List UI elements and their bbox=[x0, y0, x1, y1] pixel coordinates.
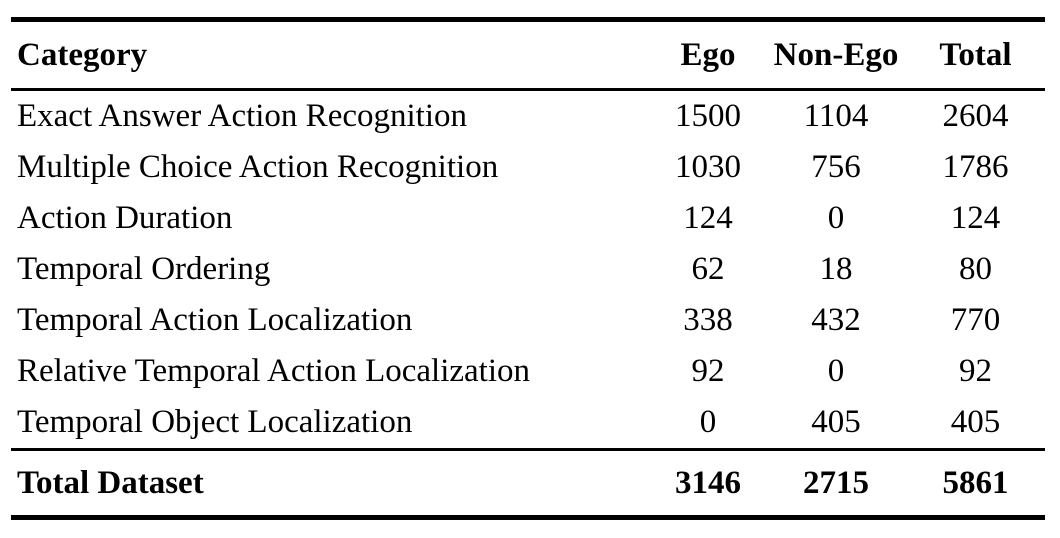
table-row: Exact Answer Action Recognition 1500 110… bbox=[11, 90, 1045, 143]
total-cell: 770 bbox=[950, 302, 1001, 338]
non-ego-cell: 1104 bbox=[803, 98, 869, 134]
ego-cell: 124 bbox=[683, 200, 733, 236]
category-cell: Temporal Ordering bbox=[17, 251, 271, 287]
category-cell: Temporal Action Localization bbox=[17, 302, 413, 338]
total-total-cell: 5861 bbox=[906, 448, 1045, 518]
category-cell: Action Duration bbox=[17, 200, 233, 236]
table-row: Action Duration 124 0 124 bbox=[11, 193, 1045, 244]
ego-cell: 1030 bbox=[675, 149, 741, 185]
column-header-ego: Ego bbox=[650, 19, 766, 91]
non-ego-cell: 18 bbox=[819, 251, 853, 287]
table-row: Multiple Choice Action Recognition 1030 … bbox=[11, 142, 1045, 193]
dataset-statistics-table: Category Ego Non-Ego Total Exact Answer … bbox=[11, 17, 1045, 520]
ego-cell: 62 bbox=[691, 251, 725, 287]
column-header-category: Category bbox=[11, 19, 650, 91]
category-cell: Temporal Object Localization bbox=[17, 404, 413, 440]
column-header-total: Total bbox=[906, 19, 1045, 91]
non-ego-cell: 756 bbox=[811, 149, 861, 185]
total-non-ego-cell: 2715 bbox=[766, 448, 906, 518]
category-cell: Relative Temporal Action Localization bbox=[17, 353, 530, 389]
total-cell: 80 bbox=[959, 251, 992, 287]
total-cell: 92 bbox=[959, 353, 992, 389]
ego-cell: 0 bbox=[699, 404, 717, 440]
non-ego-cell: 405 bbox=[811, 404, 861, 440]
total-ego-cell: 3146 bbox=[650, 448, 766, 518]
category-cell: Multiple Choice Action Recognition bbox=[17, 149, 499, 185]
total-cell: 124 bbox=[950, 200, 1001, 236]
non-ego-cell: 0 bbox=[827, 200, 845, 236]
table-row: Temporal Action Localization 338 432 770 bbox=[11, 295, 1045, 346]
ego-cell: 1500 bbox=[675, 98, 741, 134]
table-total-row: Total Dataset 3146 2715 5861 bbox=[11, 448, 1045, 518]
column-header-non-ego: Non-Ego bbox=[766, 19, 906, 91]
category-cell: Exact Answer Action Recognition bbox=[17, 98, 467, 134]
total-cell: 1786 bbox=[942, 149, 1009, 185]
table-row: Relative Temporal Action Localization 92… bbox=[11, 346, 1045, 397]
table-row: Temporal Object Localization 0 405 405 bbox=[11, 397, 1045, 450]
table-row: Temporal Ordering 62 18 80 bbox=[11, 244, 1045, 295]
total-cell: 405 bbox=[950, 404, 1001, 440]
total-cell: 2604 bbox=[942, 98, 1009, 134]
ego-cell: 338 bbox=[683, 302, 733, 338]
table-header-row: Category Ego Non-Ego Total bbox=[11, 19, 1045, 91]
total-dataset-label: Total Dataset bbox=[11, 448, 650, 518]
non-ego-cell: 0 bbox=[827, 353, 845, 389]
non-ego-cell: 432 bbox=[811, 302, 861, 338]
ego-cell: 92 bbox=[691, 353, 725, 389]
